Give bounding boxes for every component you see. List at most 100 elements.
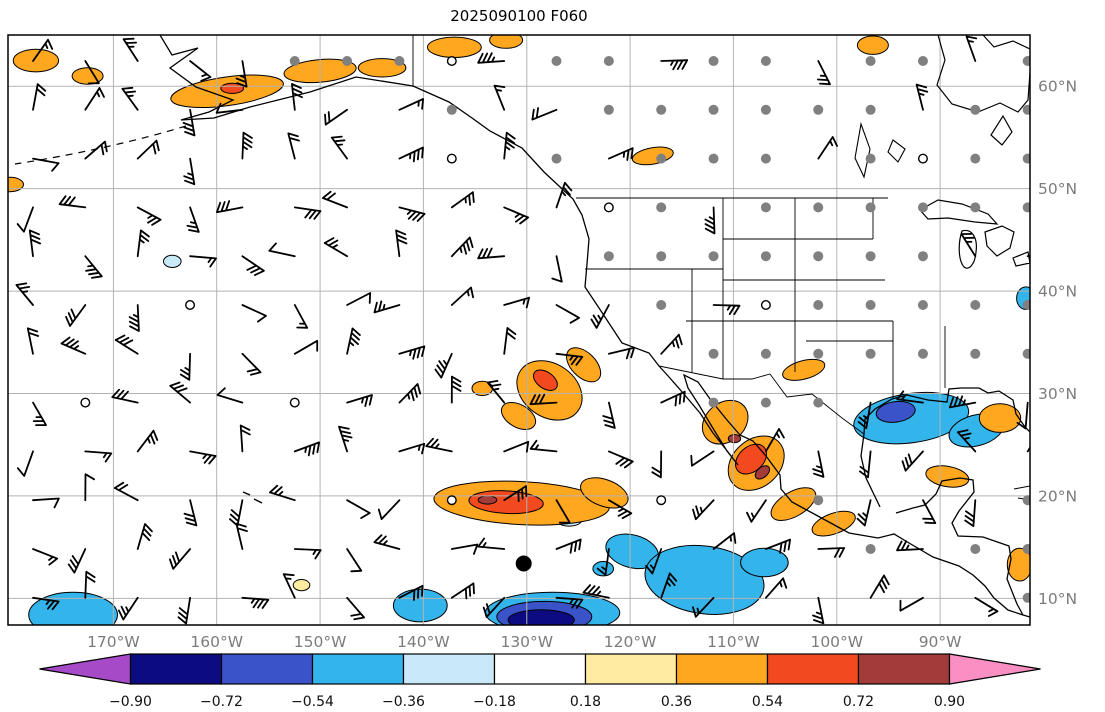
station-dot	[1022, 592, 1030, 603]
coastline-yucatan-caribbean	[895, 477, 1024, 616]
wind-barb	[215, 102, 244, 114]
wind-barb	[183, 157, 196, 186]
wind-barb	[856, 499, 872, 527]
station-dot	[760, 251, 771, 262]
station-dot	[1022, 202, 1030, 213]
wind-barb	[84, 60, 100, 85]
wind-barb	[16, 206, 34, 233]
wind-barb	[293, 441, 320, 457]
colorbar-segment	[857, 653, 951, 685]
wind-barb	[293, 548, 322, 560]
station-dot	[551, 153, 562, 164]
anomaly-region	[357, 58, 407, 78]
calm-circle	[656, 495, 667, 506]
wind-barb	[239, 424, 251, 453]
anomaly-region	[12, 48, 60, 73]
wind-barb	[346, 548, 363, 573]
wind-barb	[555, 181, 573, 209]
wind-barb	[241, 304, 267, 323]
wind-barb	[216, 200, 244, 214]
wind-barb	[896, 390, 924, 404]
wind-barb	[765, 577, 788, 599]
wind-barb	[1026, 254, 1030, 258]
wind-barb	[346, 394, 373, 407]
wind-barb	[189, 450, 217, 465]
wind-barb	[398, 206, 426, 222]
station-dot	[394, 56, 405, 66]
wind-barb	[330, 135, 348, 160]
station-dot	[970, 348, 981, 359]
wind-barb	[582, 584, 610, 599]
colorbar-tick-label: 0.54	[752, 694, 783, 710]
wind-barb	[16, 450, 34, 477]
wind-barb	[338, 425, 353, 453]
wind-barb	[555, 596, 584, 609]
wind-barb	[32, 83, 47, 111]
station-dot	[1022, 495, 1030, 506]
anomaly-region	[580, 477, 629, 509]
wind-barb	[859, 450, 872, 479]
wind-barb	[398, 584, 424, 601]
wind-barb	[398, 98, 424, 111]
wind-barb	[136, 229, 150, 258]
colorbar-tick-label: 0.72	[843, 694, 874, 710]
wind-barb	[608, 346, 635, 360]
x-tick-label: 130°W	[500, 633, 553, 651]
wind-barb	[608, 450, 634, 469]
wind-barb-layer	[15, 35, 1030, 625]
colorbar-over-arrow	[948, 653, 1041, 685]
station-dot	[446, 104, 457, 115]
station-dot	[970, 544, 981, 554]
great-lakes	[919, 199, 1030, 269]
station-dot	[656, 251, 667, 262]
wind-barb	[915, 83, 929, 111]
station-dot	[970, 153, 981, 164]
colorbar-tick-label: 0.18	[570, 694, 601, 710]
colorbar: −0.90 −0.72 −0.54 −0.36 −0.18 0.18 0.36 0.54 0.7…	[39, 653, 1041, 710]
wind-barb	[28, 229, 41, 258]
hawaii-islands	[242, 491, 263, 504]
calm-circle	[289, 397, 300, 408]
wind-barb	[182, 108, 196, 137]
station-dot	[1022, 300, 1030, 310]
wind-barb	[712, 304, 741, 316]
station-dot	[708, 56, 719, 66]
wind-barb	[704, 206, 716, 235]
wind-barb	[60, 336, 87, 355]
wind-barb	[84, 255, 103, 279]
calm-circle	[917, 153, 928, 164]
station-dot	[760, 397, 771, 408]
colorbar-segment	[493, 653, 587, 685]
colorbar-tick-label: −0.18	[473, 694, 516, 710]
station-dot	[760, 56, 771, 66]
wind-barb	[291, 83, 303, 111]
station-dot	[813, 495, 824, 506]
wind-barb	[746, 499, 767, 523]
station-dot	[656, 202, 667, 213]
wind-barb	[555, 352, 584, 366]
wind-barb	[177, 596, 191, 625]
wind-barb	[32, 157, 60, 172]
wind-barb	[121, 86, 139, 111]
wind-barb	[84, 87, 105, 111]
coastline-west	[159, 35, 1030, 618]
station-dot	[970, 202, 981, 213]
aleutian-islands	[14, 125, 187, 165]
wind-barb	[84, 450, 113, 463]
wind-barb	[395, 229, 408, 258]
calm-circle	[760, 300, 771, 311]
calm-circle	[603, 202, 614, 213]
wind-barb	[324, 108, 348, 126]
station-dot	[970, 300, 981, 310]
wind-barb	[531, 107, 558, 121]
wind-barb	[692, 499, 715, 521]
station-dot	[760, 202, 771, 213]
wind-barb	[84, 570, 96, 599]
wind-barb	[373, 534, 401, 550]
wind-barb	[965, 35, 978, 62]
wind-barb	[377, 499, 401, 520]
wind-barb	[216, 387, 244, 404]
x-tick-label: 120°W	[604, 633, 657, 651]
wind-barb	[179, 352, 191, 381]
